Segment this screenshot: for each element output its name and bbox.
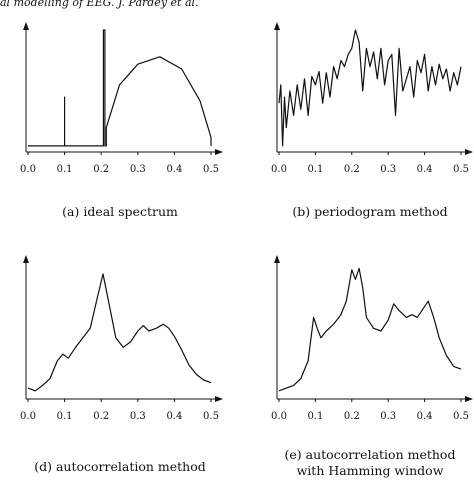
chart-panel-4: 0.0 0.1 0.2 0.3 0.4 0.5 (e) autocorrelation me… [271,255,473,478]
x-tick-label: 0.0 [271,164,287,175]
panel-caption-line2: with Hamming window [297,463,444,478]
chart-panel-2: 0.0 0.1 0.2 0.3 0.4 0.5 (b) periodogram method [271,22,473,219]
series-line-1 [278,29,462,147]
series-line-1 [27,273,212,392]
x-axis-arrow [465,396,473,402]
panel-caption: (e) autocorrelation method [285,447,456,462]
panel-caption: (d) autocorrelation method [34,459,206,474]
chart-panel-3: 0.0 0.1 0.2 0.3 0.4 0.5 (d) autocorrelation me… [20,255,223,474]
x-tick-label: 0.1 [307,411,323,422]
panel-caption: (a) ideal spectrum [62,204,178,219]
x-tick-label: 0.2 [93,411,109,422]
x-tick-label: 0.4 [166,164,182,175]
x-tick-label: 0.1 [307,164,323,175]
x-tick-label: 0.3 [380,411,396,422]
x-tick-label: 0.2 [344,164,360,175]
x-tick-label: 0.3 [130,164,146,175]
x-tick-label: 0.3 [130,411,146,422]
y-axis-arrow [23,22,29,30]
x-tick-label: 0.2 [344,411,360,422]
x-tick-label: 0.4 [417,411,433,422]
series-line-1 [28,29,212,147]
page-header: al modelling of EEG. J. Pardey et al. [0,0,199,9]
x-tick-label: 0.3 [380,164,396,175]
series-line-1 [278,267,462,392]
x-axis-arrow [465,149,473,155]
chart-panel-1: 0.0 0.1 0.2 0.3 0.4 0.5 (a) ideal spectrum [20,22,223,219]
x-tick-label: 0.5 [203,411,219,422]
x-axis-arrow [215,396,223,402]
x-tick-label: 0.2 [93,164,109,175]
x-axis-arrow [215,149,223,155]
y-axis-arrow [23,255,29,263]
x-tick-label: 0.1 [57,164,73,175]
x-tick-label: 0.5 [453,411,469,422]
x-tick-label: 0.0 [271,411,287,422]
x-tick-label: 0.1 [57,411,73,422]
y-axis-arrow [274,22,280,30]
x-tick-label: 0.0 [20,411,36,422]
x-tick-label: 0.4 [417,164,433,175]
x-tick-label: 0.5 [203,164,219,175]
x-tick-label: 0.0 [20,164,36,175]
panel-caption: (b) periodogram method [292,204,447,219]
x-tick-label: 0.5 [453,164,469,175]
y-axis-arrow [274,255,280,263]
x-tick-label: 0.4 [166,411,182,422]
